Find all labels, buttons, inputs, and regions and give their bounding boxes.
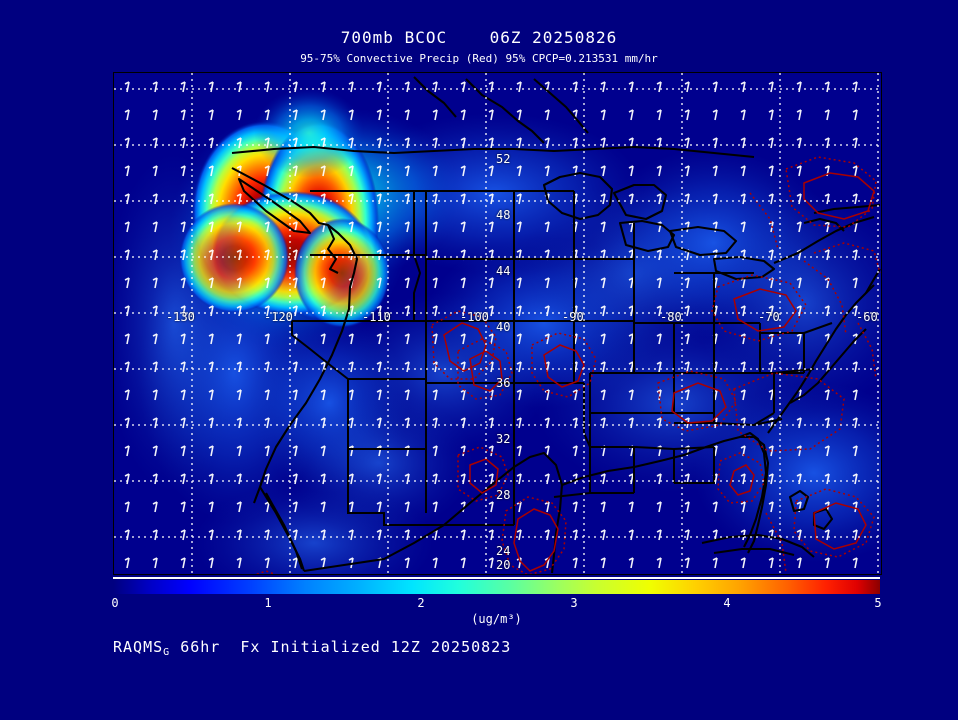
colorbar-tick-3: 3 (570, 596, 578, 610)
convective-precip-contour-solid (443, 172, 875, 572)
colorbar-tick-5: 5 (874, 596, 882, 610)
colorbar-top-rule (113, 577, 880, 579)
footer-text: 66hr Fx Initialized 12Z 20250823 (170, 638, 512, 656)
convective-precip-contour-dotted (255, 156, 881, 574)
colorbar-tick-4: 4 (723, 596, 731, 610)
page-subtitle: 95-75% Convective Precip (Red) 95% CPCP=… (300, 52, 658, 65)
footer-caption: RAQMSG 66hr Fx Initialized 12Z 20250823 (113, 638, 512, 658)
map-panel[interactable]: 52 48 44 40 36 32 28 24 20 -130 -120 -11… (113, 72, 882, 575)
map-canvas (114, 73, 881, 574)
colorbar-gradient (113, 580, 880, 594)
colorbar[interactable]: 0 1 2 3 4 5 (ug/m³) (111, 580, 882, 626)
colorbar-tick-1: 1 (264, 596, 272, 610)
colorbar-ticks: 0 1 2 3 4 5 (111, 596, 882, 612)
page-title: 700mb BCOC 06Z 20250826 (340, 28, 618, 47)
colorbar-unit-label: (ug/m³) (471, 612, 522, 626)
colorbar-tick-2: 2 (417, 596, 425, 610)
graticule (114, 73, 881, 574)
colorbar-tick-0: 0 (111, 596, 119, 610)
model-name: RAQMS (113, 638, 164, 656)
model-subscript: G (163, 647, 171, 658)
